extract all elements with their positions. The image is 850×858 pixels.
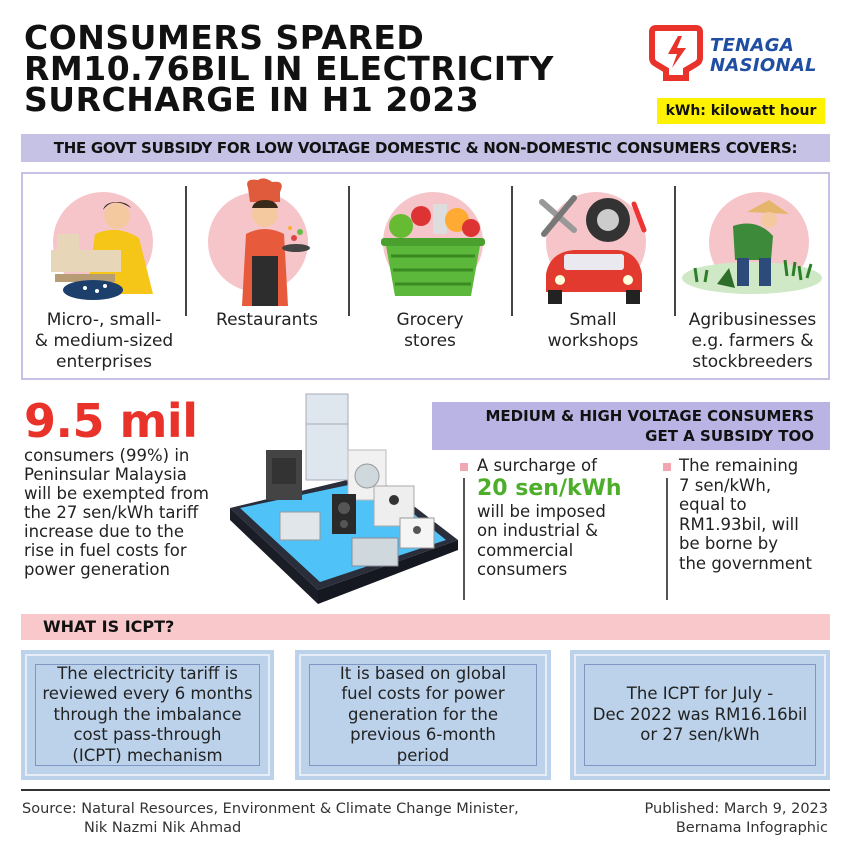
logo-line-2: NASIONAL: [710, 55, 817, 76]
grocery-basket-icon: [381, 204, 485, 296]
icpt-box-text: It is based on global fuel costs for pow…: [309, 664, 537, 766]
subsidy-categories: Micro-, small- & medium-sized enterprise…: [21, 172, 830, 380]
appliances-smartphone-illustration: [230, 393, 458, 604]
tailor-sewing-icon: [51, 202, 153, 300]
hv-banner-line-2: GET A SUBSIDY TOO: [645, 427, 814, 445]
icpt-box-1: The electricity tariff is reviewed every…: [21, 650, 274, 780]
category-agribusiness: Agribusinesses e.g. farmers & stockbreed…: [675, 174, 830, 378]
category-restaurants: Restaurants: [186, 174, 348, 378]
divider: [511, 186, 513, 316]
hv-banner: MEDIUM & HIGH VOLTAGE CONSUMERS GET A SU…: [432, 402, 830, 450]
category-sme: Micro-, small- & medium-sized enterprise…: [23, 174, 185, 378]
surcharge-intro: A surcharge of: [477, 456, 597, 475]
divider: [185, 186, 187, 316]
subsidy-banner: THE GOVT SUBSIDY FOR LOW VOLTAGE DOMESTI…: [21, 134, 830, 162]
title-line-3: SURCHARGE IN H1 2023: [24, 80, 480, 119]
divider: [674, 186, 676, 316]
icpt-heading: WHAT IS ICPT?: [21, 614, 830, 640]
category-label: Restaurants: [216, 310, 318, 330]
logo-wordmark: TENAGA NASIONAL: [710, 36, 817, 76]
bullet-square: [460, 463, 468, 471]
hv-point-government: The remaining 7 sen/kWh, equal to RM1.93…: [679, 456, 812, 573]
publisher-credit: Bernama Infographic: [675, 820, 828, 836]
category-grocery: Grocery stores: [349, 174, 511, 378]
bullet-line: [463, 478, 465, 600]
category-workshops: Small workshops: [512, 174, 674, 378]
exempted-consumers-figure: 9.5 mil: [24, 394, 198, 448]
title-line-2: RM10.76BIL IN ELECTRICITY: [24, 49, 554, 88]
publication-info: Published: March 9, 2023 Bernama Infogra…: [645, 800, 828, 838]
category-label: Agribusinesses e.g. farmers & stockbreed…: [688, 310, 817, 372]
bullet-square: [663, 463, 671, 471]
icpt-box-2: It is based on global fuel costs for pow…: [295, 650, 551, 780]
bullet-line: [666, 478, 668, 600]
icpt-box-text: The electricity tariff is reviewed every…: [35, 664, 260, 766]
tenaga-nasional-logo: TENAGA NASIONAL: [648, 24, 828, 84]
icpt-box-text: The ICPT for July - Dec 2022 was RM16.16…: [584, 664, 816, 766]
page-title: CONSUMERS SPARED RM10.76BIL IN ELECTRICI…: [24, 18, 624, 119]
kwh-note: kWh: kilowatt hour: [657, 98, 825, 124]
category-label: Micro-, small- & medium-sized enterprise…: [34, 310, 174, 372]
car-tools-icon: [539, 195, 647, 304]
category-label: Grocery stores: [396, 310, 464, 351]
source-credit: Source: Natural Resources, Environment &…: [22, 800, 519, 838]
chef-icon: [242, 178, 310, 306]
icpt-box-3: The ICPT for July - Dec 2022 was RM16.16…: [570, 650, 830, 780]
source-line-2: Nik Nazmi Nik Ahmad: [84, 820, 242, 836]
farmer-icon: [682, 200, 822, 294]
tnb-bulb-icon: [649, 25, 703, 81]
category-label: Small workshops: [547, 310, 639, 351]
source-line-1: Source: Natural Resources, Environment &…: [22, 801, 519, 817]
hv-banner-line-1: MEDIUM & HIGH VOLTAGE CONSUMERS: [485, 407, 814, 425]
hv-point-surcharge: A surcharge of 20 sen/kWh will be impose…: [477, 456, 652, 580]
logo-line-1: TENAGA: [710, 35, 795, 56]
title-line-1: CONSUMERS SPARED: [24, 18, 425, 57]
divider: [348, 186, 350, 316]
footer-divider: [21, 789, 830, 791]
exemption-text: consumers (99%) in Peninsular Malaysia w…: [24, 446, 209, 579]
surcharge-rate: 20 sen/kWh: [477, 475, 622, 501]
published-date: Published: March 9, 2023: [644, 801, 828, 817]
surcharge-detail: will be imposed on industrial & commerci…: [477, 501, 606, 580]
